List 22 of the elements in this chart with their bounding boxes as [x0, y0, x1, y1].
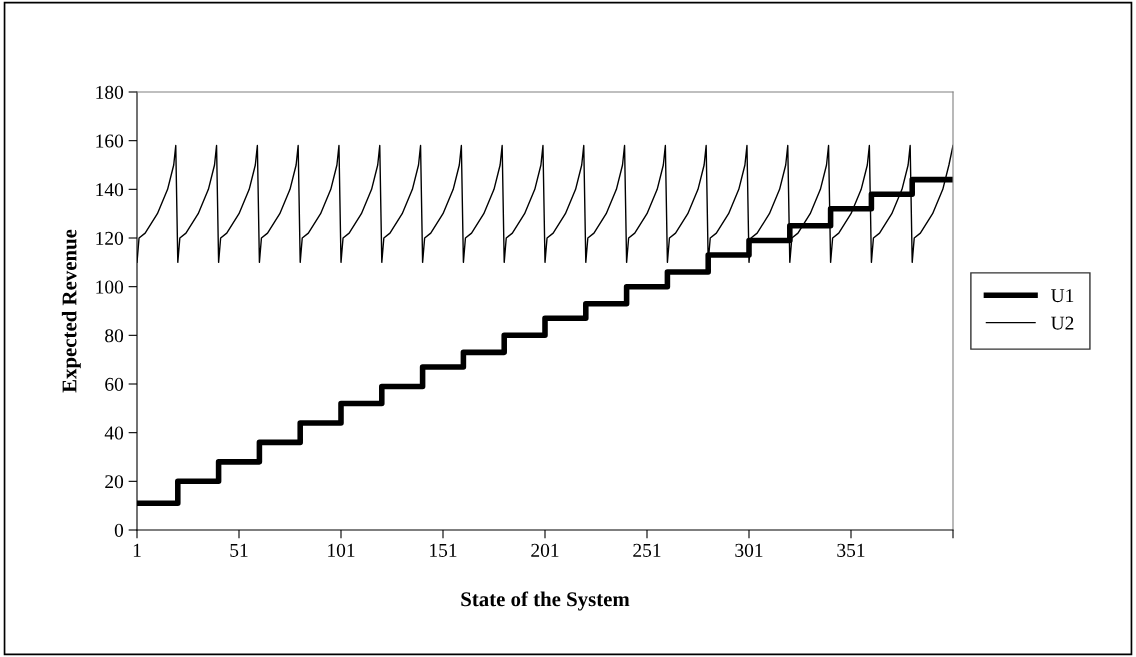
x-tick-label: 151 — [430, 543, 457, 557]
y-tick-label: 120 — [96, 231, 124, 245]
y-tick-label: 100 — [96, 280, 124, 294]
x-tick-label: 101 — [328, 543, 355, 557]
x-axis-title: State of the System — [461, 591, 630, 611]
y-tick-label: 20 — [105, 475, 124, 489]
y-tick-label: 160 — [96, 134, 124, 148]
y-tick-label: 140 — [96, 183, 124, 197]
x-tick-label: 301 — [735, 543, 763, 557]
y-tick-label: 80 — [105, 329, 124, 343]
y-axis-title: Expected Revenue — [61, 229, 81, 393]
x-tick-label: 1 — [133, 543, 141, 557]
y-tick-label: 180 — [96, 85, 124, 99]
x-tick-label: 351 — [837, 543, 865, 557]
x-tick-label: 51 — [230, 543, 248, 557]
y-tick-label: 60 — [105, 377, 124, 391]
x-tick-label: 251 — [633, 543, 661, 557]
y-tick-label: 0 — [114, 523, 124, 537]
legend-label: U1 — [1051, 289, 1074, 303]
legend-label: U2 — [1051, 316, 1074, 330]
x-tick-label: 201 — [531, 543, 559, 557]
y-tick-label: 40 — [104, 426, 124, 440]
